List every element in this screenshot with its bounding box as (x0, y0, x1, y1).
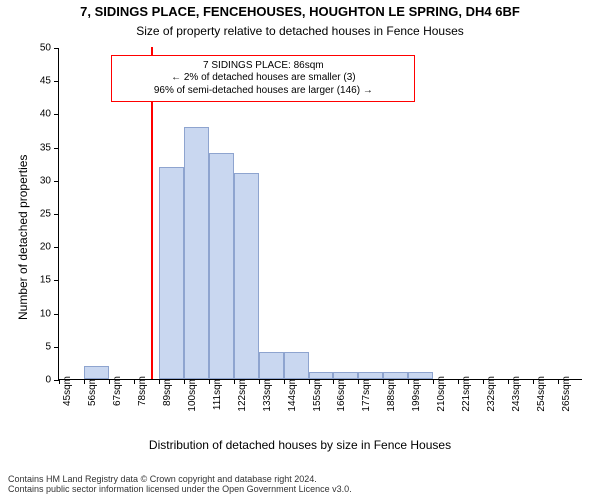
footer-line-2: Contains public sector information licen… (8, 484, 352, 494)
histogram-bar (184, 127, 209, 379)
xtick-label: 133sqm (262, 376, 273, 412)
histogram-bar (358, 372, 383, 379)
ytick-mark (54, 280, 59, 281)
property-size-histogram: 7, SIDINGS PLACE, FENCEHOUSES, HOUGHTON … (0, 0, 600, 500)
xtick-mark (558, 379, 559, 384)
xtick-label: 111sqm (212, 376, 223, 410)
xtick-label: 100sqm (187, 376, 198, 412)
ytick-label: 5 (45, 341, 51, 352)
chart-title: 7, SIDINGS PLACE, FENCEHOUSES, HOUGHTON … (0, 4, 600, 19)
xtick-label: 78sqm (137, 376, 148, 406)
annotation-line: 96% of semi-detached houses are larger (… (120, 85, 406, 98)
xtick-label: 221sqm (461, 376, 472, 412)
histogram-bar (309, 372, 334, 379)
annotation-line: ← 2% of detached houses are smaller (3) (120, 72, 406, 85)
xtick-label: 45sqm (62, 376, 73, 406)
xtick-label: 144sqm (287, 376, 298, 412)
histogram-bar (284, 352, 309, 379)
xtick-mark (184, 379, 185, 384)
xtick-label: 67sqm (112, 376, 123, 406)
ytick-mark (54, 48, 59, 49)
ytick-mark (54, 148, 59, 149)
xtick-mark (508, 379, 509, 384)
xtick-label: 155sqm (312, 376, 323, 412)
xtick-mark (159, 379, 160, 384)
histogram-bar (333, 372, 358, 379)
xtick-label: 177sqm (361, 376, 372, 412)
xtick-mark (309, 379, 310, 384)
plot-area: 0510152025303540455045sqm56sqm67sqm78sqm… (58, 48, 582, 380)
xtick-mark (533, 379, 534, 384)
xtick-mark (284, 379, 285, 384)
ytick-label: 40 (40, 109, 51, 120)
xtick-mark (134, 379, 135, 384)
histogram-bar (209, 153, 234, 379)
ytick-label: 45 (40, 76, 51, 87)
xtick-mark (333, 379, 334, 384)
ytick-label: 35 (40, 142, 51, 153)
ytick-label: 10 (40, 308, 51, 319)
annotation-box: 7 SIDINGS PLACE: 86sqm← 2% of detached h… (111, 55, 415, 103)
xtick-mark (259, 379, 260, 384)
xtick-mark (59, 379, 60, 384)
histogram-bar (84, 366, 109, 379)
histogram-bar (234, 173, 259, 379)
annotation-line: 7 SIDINGS PLACE: 86sqm (120, 60, 406, 73)
xtick-mark (109, 379, 110, 384)
ytick-mark (54, 347, 59, 348)
xtick-label: 122sqm (237, 376, 248, 412)
xtick-mark (433, 379, 434, 384)
xtick-label: 89sqm (162, 376, 173, 406)
ytick-label: 15 (40, 275, 51, 286)
xtick-mark (358, 379, 359, 384)
xtick-mark (84, 379, 85, 384)
histogram-bar (408, 372, 433, 379)
ytick-mark (54, 81, 59, 82)
footer-line-1: Contains HM Land Registry data © Crown c… (8, 474, 352, 484)
xtick-mark (458, 379, 459, 384)
ytick-label: 25 (40, 209, 51, 220)
histogram-bar (383, 372, 408, 379)
xtick-label: 166sqm (336, 376, 347, 412)
ytick-label: 0 (45, 375, 51, 386)
ytick-mark (54, 314, 59, 315)
xtick-mark (408, 379, 409, 384)
ytick-mark (54, 214, 59, 215)
xtick-mark (383, 379, 384, 384)
x-axis-label: Distribution of detached houses by size … (0, 438, 600, 452)
y-axis-label: Number of detached properties (16, 155, 30, 320)
xtick-label: 254sqm (536, 376, 547, 412)
ytick-label: 50 (40, 43, 51, 54)
xtick-label: 210sqm (436, 376, 447, 412)
histogram-bar (159, 167, 184, 379)
xtick-mark (209, 379, 210, 384)
ytick-mark (54, 181, 59, 182)
footer-attribution: Contains HM Land Registry data © Crown c… (8, 474, 352, 494)
ytick-label: 30 (40, 175, 51, 186)
xtick-label: 232sqm (486, 376, 497, 412)
xtick-label: 265sqm (561, 376, 572, 412)
xtick-mark (483, 379, 484, 384)
xtick-mark (234, 379, 235, 384)
xtick-label: 243sqm (511, 376, 522, 412)
histogram-bar (259, 352, 284, 379)
xtick-label: 199sqm (411, 376, 422, 412)
ytick-mark (54, 247, 59, 248)
ytick-mark (54, 114, 59, 115)
chart-subtitle: Size of property relative to detached ho… (0, 24, 600, 38)
ytick-label: 20 (40, 242, 51, 253)
xtick-label: 56sqm (87, 376, 98, 406)
xtick-label: 188sqm (386, 376, 397, 412)
